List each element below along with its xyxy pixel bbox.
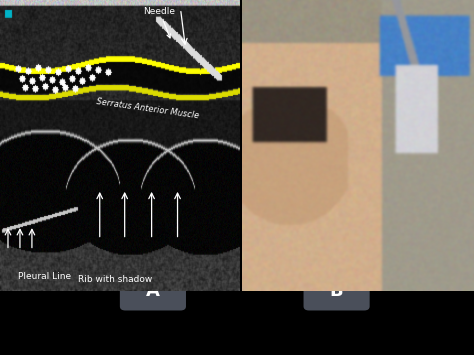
Text: Rib with shadow: Rib with shadow <box>78 275 152 284</box>
Text: Pleural Line: Pleural Line <box>18 272 71 282</box>
Text: Needle: Needle <box>144 7 175 38</box>
FancyBboxPatch shape <box>303 272 370 311</box>
Text: B: B <box>330 282 343 300</box>
FancyBboxPatch shape <box>120 272 186 311</box>
Text: A: A <box>146 282 160 300</box>
Text: Serratus Anterior Muscle: Serratus Anterior Muscle <box>96 97 200 121</box>
